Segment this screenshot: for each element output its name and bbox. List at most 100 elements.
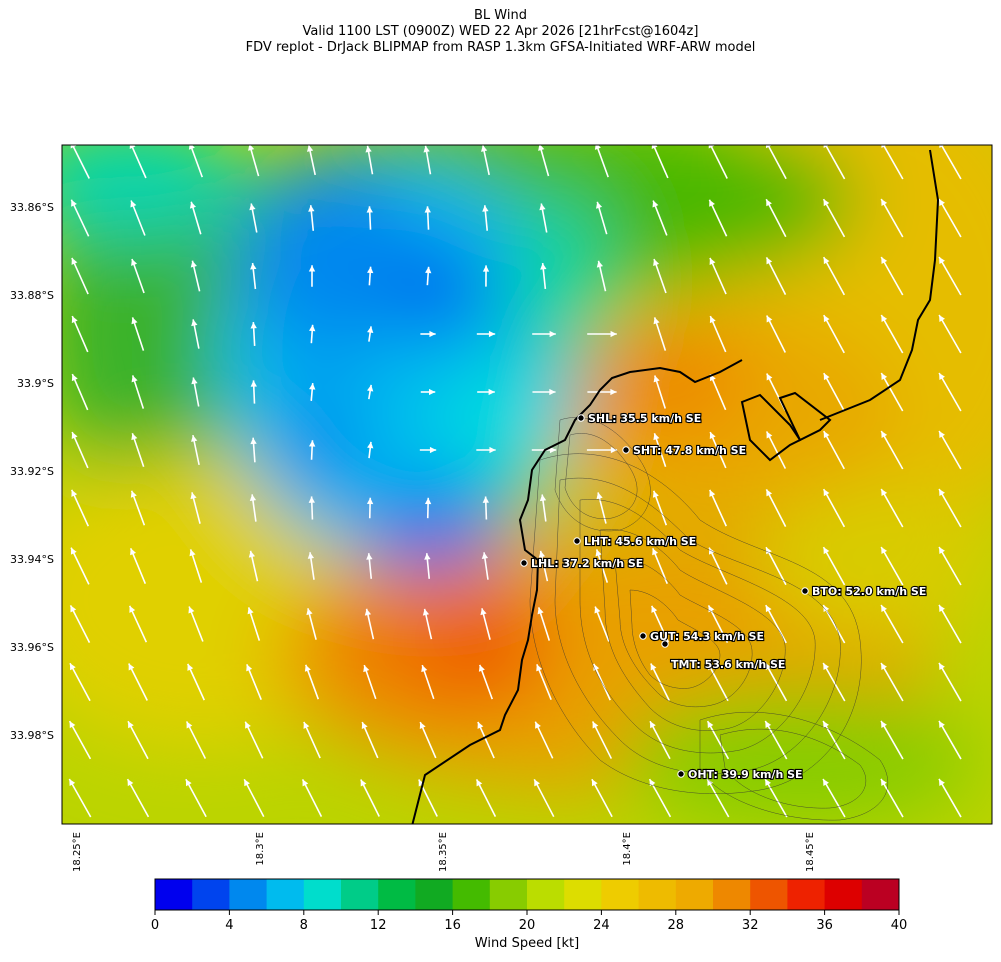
wind-arrow-head <box>190 492 197 500</box>
wind-arrow-head <box>308 205 315 212</box>
title-line-1: BL Wind <box>474 8 527 23</box>
wind-arrow <box>71 145 90 179</box>
wind-arrow <box>70 547 90 585</box>
wind-arrow-head <box>70 547 77 555</box>
wind-arrow <box>70 199 90 237</box>
wind-arrow <box>129 547 147 585</box>
wind-arrow-head <box>130 490 137 498</box>
wind-arrow-head <box>482 265 490 272</box>
wind-arrow-head <box>131 433 138 441</box>
colorbar-swatch <box>713 879 751 910</box>
wind-arrow <box>477 721 495 759</box>
wind-arrow <box>71 373 89 411</box>
wind-arrow <box>650 605 670 643</box>
wind-arrow-head <box>129 145 136 149</box>
colorbar-tick-label: 20 <box>519 918 536 933</box>
terrain-contours <box>529 417 889 821</box>
wind-arrow-head <box>307 552 315 559</box>
wind-arrow-head <box>303 721 310 729</box>
wind-arrow-head <box>823 315 830 323</box>
wind-arrow <box>822 662 846 702</box>
wind-arrow <box>69 662 91 702</box>
wind-arrow-head <box>595 201 603 209</box>
wind-arrow <box>880 604 904 644</box>
station-label: LHL: 37.2 km/h SE <box>531 557 643 570</box>
wind-arrow-head <box>823 257 830 265</box>
wind-arrow-head <box>189 201 197 209</box>
map-frame <box>61 144 993 825</box>
wind-arrow-head <box>423 145 430 153</box>
wind-arrow-head <box>424 497 432 505</box>
wind-arrow <box>880 430 904 470</box>
wind-arrow-head <box>651 605 658 613</box>
wind-arrow-head <box>69 779 76 787</box>
wind-arrow-head <box>591 779 598 787</box>
station-label: GUT: 54.3 km/h SE <box>650 630 764 643</box>
wind-arrow-head <box>424 553 431 560</box>
wind-arrow <box>822 256 846 296</box>
wind-arrow-head <box>429 446 437 454</box>
wind-arrow <box>823 372 845 412</box>
wind-arrow-head <box>708 145 715 149</box>
wind-arrow-head <box>538 145 545 151</box>
colorbar-swatch <box>155 879 193 910</box>
wind-arrow <box>68 720 92 760</box>
lat-label: 33.98°S <box>10 729 54 742</box>
wind-arrow-head <box>709 257 716 265</box>
wind-arrow-head <box>939 198 945 206</box>
wind-arrow-head <box>823 720 829 728</box>
wind-arrow-head <box>709 432 716 440</box>
wind-arrow-head <box>482 496 489 503</box>
wind-arrow-head <box>71 374 78 382</box>
station-label: SHL: 35.5 km/h SE <box>588 412 701 425</box>
colorbar-swatch <box>638 879 677 910</box>
colorbar-swatch <box>601 879 640 910</box>
wind-arrow <box>301 779 323 817</box>
lat-label: 33.94°S <box>10 553 54 566</box>
wind-arrow <box>706 778 730 818</box>
wind-arrow-head <box>186 721 193 729</box>
wind-arrow-head <box>881 489 888 497</box>
colorbar-tick-label: 4 <box>225 918 233 933</box>
wind-arrow-head <box>939 372 945 380</box>
wind-arrow <box>475 779 497 817</box>
wind-arrow <box>880 778 904 818</box>
wind-arrow-head <box>823 663 830 670</box>
wind-arrow <box>188 606 204 642</box>
wind-arrow <box>880 546 904 586</box>
wind-arrow-head <box>881 546 888 554</box>
wind-arrow <box>938 604 962 644</box>
colorbar-swatch <box>750 879 788 910</box>
wind-arrow-head <box>823 778 829 786</box>
wind-arrow <box>533 778 555 818</box>
wind-arrow <box>764 778 788 818</box>
wind-arrow-head <box>367 266 374 274</box>
colorbar-swatch <box>229 879 268 910</box>
wind-arrow-head <box>766 257 773 265</box>
wind-arrow-head <box>187 663 194 671</box>
wind-arrow-head <box>418 779 425 787</box>
wind-arrow-head <box>939 430 945 438</box>
wind-arrow-head <box>421 665 428 673</box>
wind-arrow-head <box>596 260 603 268</box>
wind-arrow <box>708 547 728 585</box>
wind-arrow-head <box>766 373 773 381</box>
wind-arrow-head <box>249 203 256 211</box>
wind-arrow <box>71 315 89 353</box>
station-label: SHT: 47.8 km/h SE <box>633 444 746 457</box>
wind-arrow <box>765 431 787 469</box>
wind-arrow-head <box>651 145 658 150</box>
wind-arrow <box>243 778 265 818</box>
station-dot <box>573 537 581 545</box>
wind-arrow <box>765 546 787 586</box>
station-dot <box>677 770 685 778</box>
wind-arrow-head <box>306 608 313 616</box>
wind-arrow-head <box>428 388 436 396</box>
wind-arrow-head <box>939 256 945 264</box>
wind-arrow <box>128 663 148 701</box>
wind-arrow-head <box>823 489 830 497</box>
wind-arrow-head <box>308 496 315 503</box>
wind-arrow-head <box>653 259 660 266</box>
station-label: LHT: 45.6 km/h SE <box>584 535 696 548</box>
wind-arrow-head <box>823 605 830 613</box>
